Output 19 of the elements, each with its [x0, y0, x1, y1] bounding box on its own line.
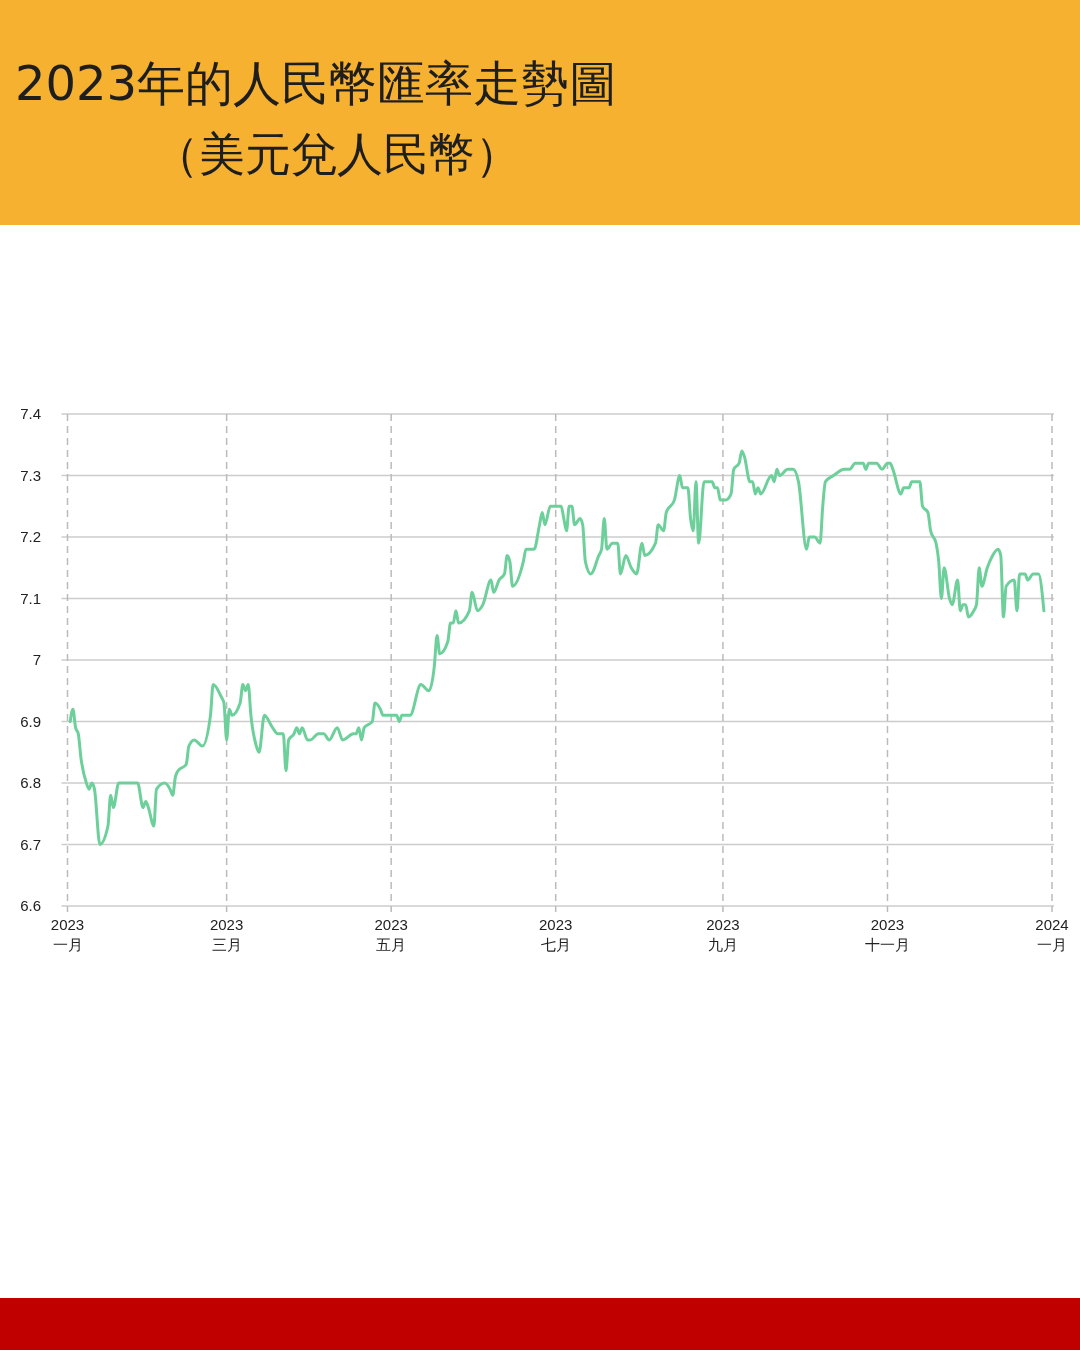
y-tick-label: 6.9 — [20, 712, 41, 730]
x-tick-label: 2023 七月 — [539, 916, 573, 953]
x-tick-label: 2023 九月 — [706, 916, 740, 953]
line-series — [68, 449, 1046, 846]
x-tick-label: 2023 十一月 — [864, 916, 910, 953]
y-tick-label: 7.1 — [20, 589, 41, 607]
y-tick-label: 7 — [32, 651, 41, 668]
x-tick-label: 2024 一月 — [1035, 916, 1069, 953]
chart-title: 2023年的人民幣匯率走勢圖 — [15, 55, 618, 111]
y-tick-label: 7.2 — [20, 528, 41, 545]
x-tick-label: 2023 五月 — [374, 916, 408, 953]
x-tick-label: 2023 三月 — [209, 916, 244, 953]
y-tick-label: 7.4 — [20, 405, 41, 422]
y-tick-label: 6.6 — [20, 897, 41, 914]
y-tick-label: 6.8 — [20, 774, 41, 791]
chart-subtitle: （美元兌人民幣） — [153, 127, 521, 181]
y-tick-label: 7.3 — [20, 466, 41, 484]
y-tick-label: 6.7 — [20, 835, 41, 853]
x-tick-label: 2023 一月 — [50, 916, 85, 953]
